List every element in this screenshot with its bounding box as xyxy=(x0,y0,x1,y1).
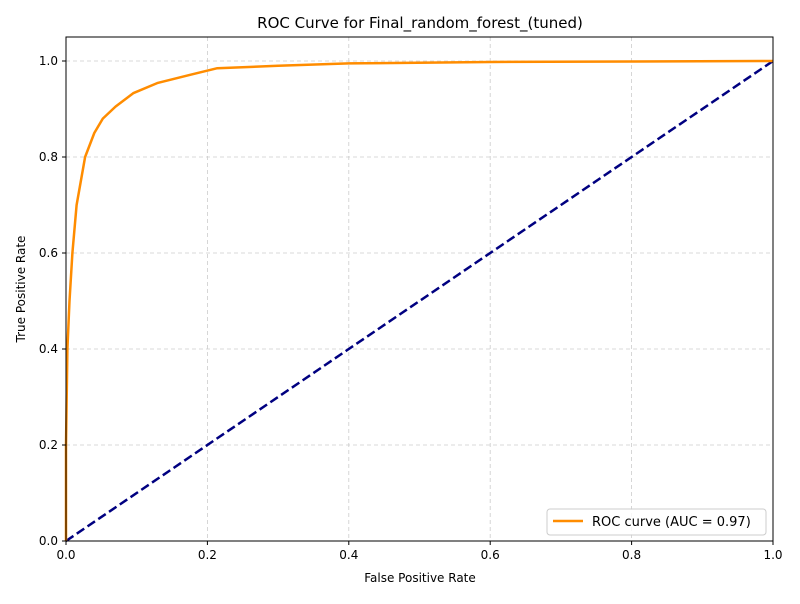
axes-frame xyxy=(65,36,774,542)
x-tick-label: 0.0 xyxy=(56,548,75,562)
chart-title: ROC Curve for Final_random_forest_(tuned… xyxy=(257,14,583,33)
chance-diagonal-line xyxy=(65,59,774,543)
x-tick-label: 1.0 xyxy=(763,548,782,562)
y-tick-label: 0.8 xyxy=(39,150,58,164)
y-tick-label: 0.4 xyxy=(39,342,58,356)
y-tick-label: 0.0 xyxy=(39,534,58,548)
legend: ROC curve (AUC = 0.97) xyxy=(546,508,767,536)
y-tick-label: 0.2 xyxy=(39,438,58,452)
roc-curve-line xyxy=(64,59,774,541)
y-tick-label: 1.0 xyxy=(39,54,58,68)
y-axis-label: True Positive Rate xyxy=(14,236,28,344)
legend-label: ROC curve (AUC = 0.97) xyxy=(592,515,751,530)
y-tick-label: 0.6 xyxy=(39,246,58,260)
x-axis-label: False Positive Rate xyxy=(364,571,476,585)
x-tick-label: 0.4 xyxy=(339,548,358,562)
legend-box xyxy=(546,508,767,536)
x-tick-label: 0.2 xyxy=(198,548,217,562)
x-tick-label: 0.6 xyxy=(481,548,500,562)
x-tick-label: 0.8 xyxy=(622,548,641,562)
